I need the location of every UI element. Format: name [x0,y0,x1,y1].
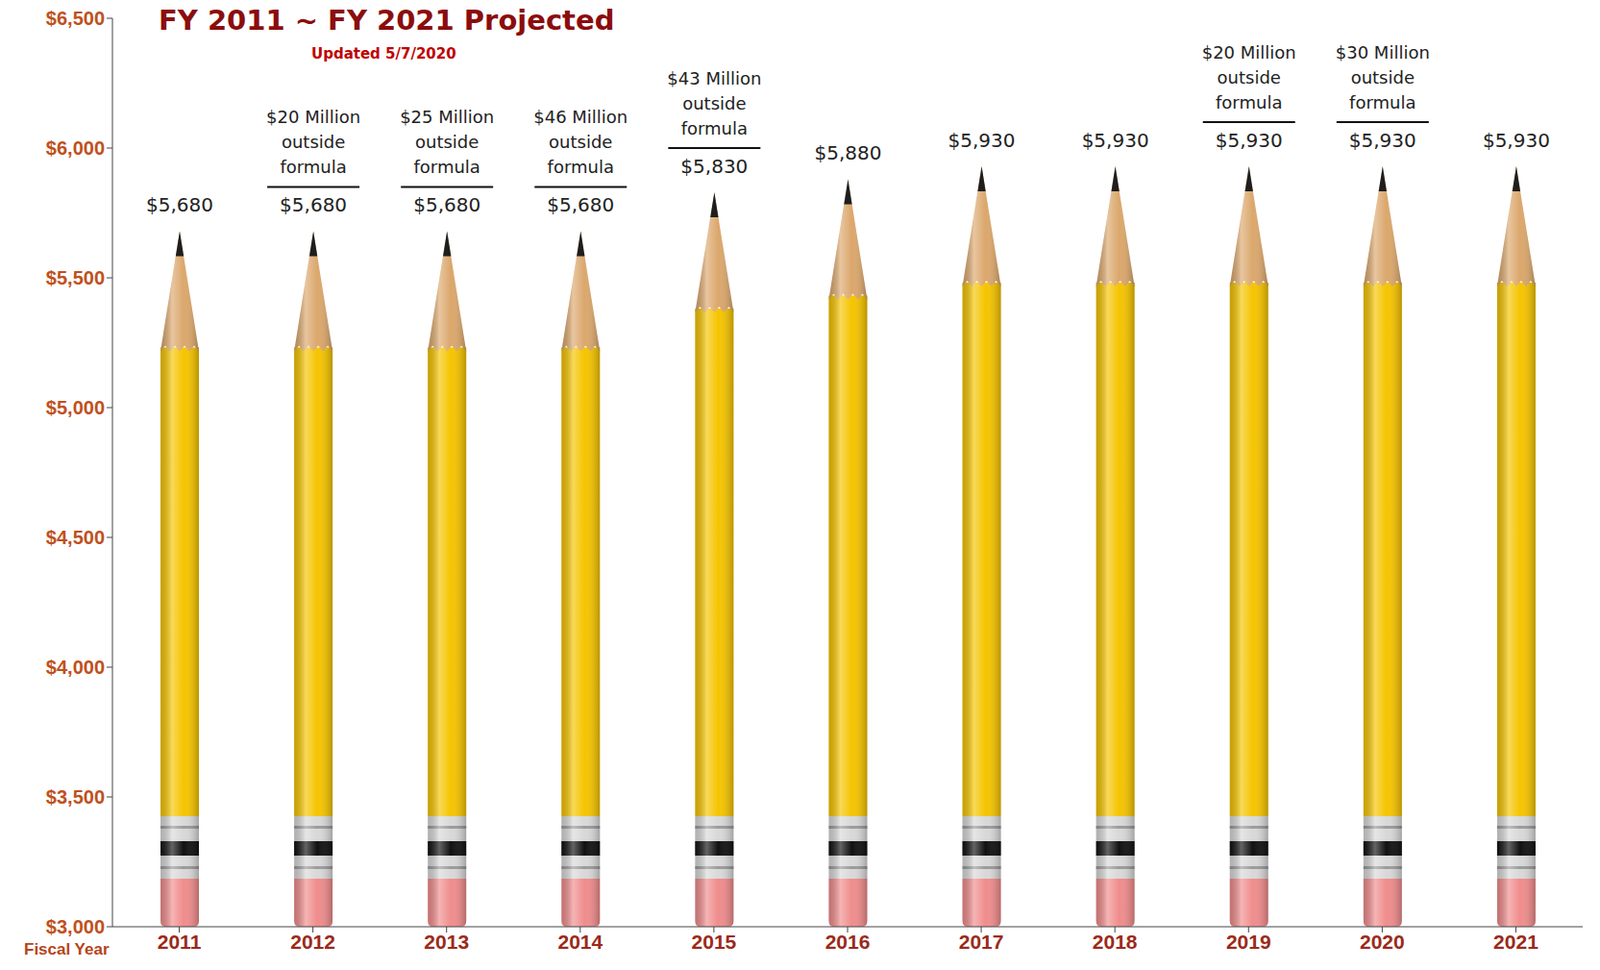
svg-text:outside: outside [281,131,345,152]
svg-text:2013: 2013 [423,930,469,953]
svg-text:2018: 2018 [1092,930,1138,953]
svg-text:$30 Million: $30 Million [1335,42,1430,63]
svg-text:$5,830: $5,830 [680,154,748,178]
svg-text:$3,000: $3,000 [46,915,105,937]
svg-text:2014: 2014 [557,930,603,953]
html-text:FY 2011 ~ FY 2021 Projected: FY 2011 ~ FY 2021 Projected [158,3,615,37]
svg-text:formula: formula [1349,92,1416,113]
svg-text:2015: 2015 [691,930,738,953]
svg-text:$5,000: $5,000 [46,396,105,419]
svg-text:$43 Million: $43 Million [666,68,762,89]
svg-text:formula: formula [681,118,748,139]
svg-text:$4,500: $4,500 [46,526,105,548]
svg-text:2020: 2020 [1359,930,1405,953]
svg-text:$5,880: $5,880 [813,141,882,165]
svg-text:$6,000: $6,000 [46,137,105,159]
svg-text:outside: outside [415,131,479,152]
svg-text:$20 Million: $20 Million [1202,42,1297,63]
svg-text:$4,000: $4,000 [46,656,105,678]
svg-text:$5,680: $5,680 [146,193,214,217]
svg-text:$20 Million: $20 Million [266,106,361,127]
svg-text:$25 Million: $25 Million [399,106,494,127]
svg-text:2017: 2017 [959,930,1005,953]
svg-text:2011: 2011 [157,930,202,953]
svg-text:$5,500: $5,500 [46,267,105,289]
svg-text:2012: 2012 [290,930,336,953]
svg-text:outside: outside [548,131,613,152]
svg-text:$5,680: $5,680 [413,193,481,217]
svg-text:formula: formula [279,156,346,177]
svg-text:2019: 2019 [1226,930,1272,953]
svg-text:$5,930: $5,930 [1349,128,1417,152]
svg-text:formula: formula [547,156,615,177]
svg-text:outside: outside [682,93,746,114]
html-text:Updated 5/7/2020: Updated 5/7/2020 [311,45,457,63]
svg-text:formula: formula [413,156,480,177]
svg-text:$46 Million: $46 Million [533,106,628,127]
svg-text:$5,930: $5,930 [1215,128,1283,152]
svg-text:2016: 2016 [825,930,871,953]
svg-text:$5,930: $5,930 [1082,128,1150,152]
svg-text:$3,500: $3,500 [46,786,105,808]
svg-text:$5,680: $5,680 [546,193,615,217]
svg-text:outside: outside [1217,67,1281,88]
svg-text:outside: outside [1351,67,1415,88]
svg-text:$5,930: $5,930 [948,128,1016,152]
html-text:Fiscal Year: Fiscal Year [24,939,110,959]
svg-text:2021: 2021 [1493,930,1539,953]
svg-text:$5,680: $5,680 [279,193,347,217]
svg-text:$6,500: $6,500 [46,7,105,29]
svg-text:$5,930: $5,930 [1482,128,1551,152]
svg-text:formula: formula [1215,92,1282,113]
